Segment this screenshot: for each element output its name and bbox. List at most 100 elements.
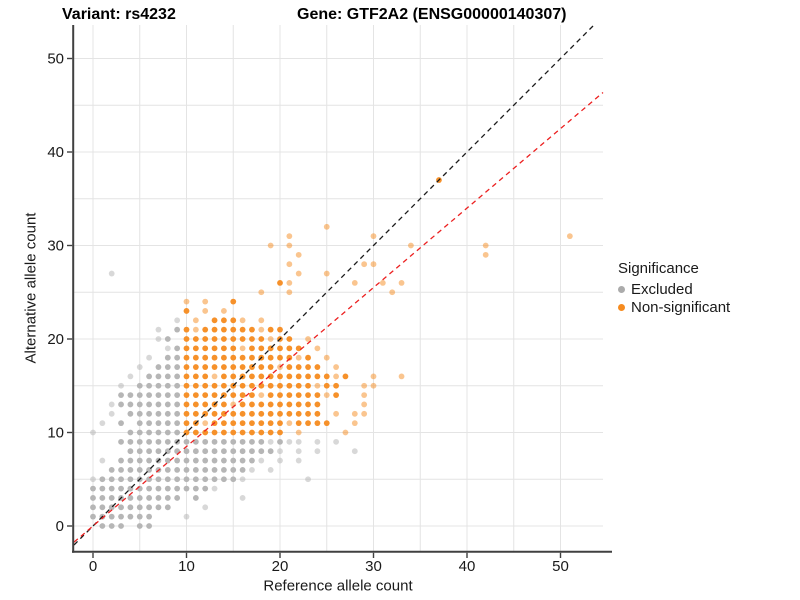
data-point-non-significant <box>239 392 246 398</box>
data-point-excluded <box>333 438 339 445</box>
data-point-excluded <box>295 457 302 464</box>
data-point-excluded <box>118 523 124 529</box>
data-point-non-significant <box>286 382 293 389</box>
data-point-non-significant <box>258 364 265 370</box>
data-point-excluded <box>146 401 153 408</box>
data-point-non-significant <box>295 382 302 389</box>
data-point-excluded <box>108 513 115 520</box>
data-point-excluded <box>295 438 302 445</box>
data-point-non-significant <box>370 261 377 268</box>
data-point-excluded <box>136 401 143 408</box>
data-point-excluded <box>174 467 181 473</box>
data-point-non-significant <box>267 336 274 342</box>
data-point-non-significant <box>192 345 199 352</box>
data-point-non-significant <box>230 345 237 352</box>
data-point-non-significant <box>277 392 283 398</box>
data-point-non-significant <box>323 373 330 380</box>
data-point-non-significant <box>305 354 311 361</box>
data-point-excluded <box>239 495 246 501</box>
data-point-non-significant <box>258 326 265 333</box>
data-point-excluded <box>146 523 153 529</box>
data-point-excluded <box>127 513 134 520</box>
data-point-excluded <box>202 438 209 445</box>
data-point-excluded <box>90 504 96 511</box>
data-point-non-significant <box>295 373 302 380</box>
data-point-non-significant <box>239 410 246 417</box>
data-point-excluded <box>258 457 265 464</box>
data-point-non-significant <box>211 382 218 389</box>
data-point-non-significant <box>267 420 274 427</box>
data-point-non-significant <box>258 401 265 408</box>
data-point-non-significant <box>192 317 199 324</box>
ratio-line <box>73 92 604 543</box>
data-point-excluded <box>164 467 171 473</box>
data-point-excluded <box>221 438 227 445</box>
data-point-non-significant <box>267 354 274 361</box>
data-point-excluded <box>164 336 171 342</box>
data-point-excluded <box>99 485 106 492</box>
data-point-non-significant <box>305 392 311 398</box>
data-point-non-significant <box>323 270 330 277</box>
data-point-non-significant <box>286 289 293 296</box>
data-point-excluded <box>155 410 162 417</box>
data-point-excluded <box>221 476 227 483</box>
data-point-excluded <box>146 420 153 427</box>
data-point-excluded <box>164 382 171 389</box>
data-point-non-significant <box>323 382 330 389</box>
data-point-non-significant <box>258 410 265 417</box>
data-point-excluded <box>155 392 162 398</box>
data-point-non-significant <box>230 298 237 305</box>
data-point-non-significant <box>314 345 321 352</box>
data-point-non-significant <box>239 420 246 427</box>
data-point-non-significant <box>482 242 489 249</box>
x-tick-label: 0 <box>89 558 97 575</box>
data-point-excluded <box>314 438 321 445</box>
data-point-non-significant <box>202 401 209 408</box>
data-point-excluded <box>164 504 171 511</box>
data-point-non-significant <box>314 382 321 389</box>
data-point-non-significant <box>342 429 349 436</box>
data-point-excluded <box>183 448 190 455</box>
data-point-non-significant <box>192 429 199 436</box>
data-point-non-significant <box>211 345 218 352</box>
data-point-non-significant <box>305 410 311 417</box>
data-point-excluded <box>99 420 106 427</box>
data-point-excluded <box>146 438 153 445</box>
data-point-non-significant <box>192 354 199 361</box>
data-point-non-significant <box>361 401 368 408</box>
data-point-non-significant <box>202 326 209 333</box>
data-point-excluded <box>90 429 96 436</box>
data-point-non-significant <box>221 326 227 333</box>
legend-title: Significance <box>618 260 699 277</box>
data-point-non-significant <box>202 364 209 370</box>
data-point-excluded <box>136 382 143 389</box>
data-point-non-significant <box>230 410 237 417</box>
data-point-non-significant <box>258 289 265 296</box>
data-point-non-significant <box>239 429 246 436</box>
y-tick-label: 50 <box>47 51 64 68</box>
data-point-excluded <box>118 401 124 408</box>
data-point-non-significant <box>221 354 227 361</box>
data-point-non-significant <box>230 354 237 361</box>
data-point-non-significant <box>482 251 489 258</box>
data-point-excluded <box>164 438 171 445</box>
data-point-excluded <box>202 467 209 473</box>
data-point-non-significant <box>267 373 274 380</box>
data-point-non-significant <box>239 364 246 370</box>
data-point-non-significant <box>249 373 255 380</box>
data-point-non-significant <box>202 354 209 361</box>
data-point-non-significant <box>398 280 405 286</box>
data-point-excluded <box>183 438 190 445</box>
data-point-excluded <box>164 345 171 352</box>
data-point-excluded <box>90 485 96 492</box>
data-point-non-significant <box>239 326 246 333</box>
data-point-excluded <box>155 401 162 408</box>
data-point-excluded <box>192 485 199 492</box>
data-point-excluded <box>99 504 106 511</box>
data-point-excluded <box>118 438 124 445</box>
data-point-non-significant <box>277 373 283 380</box>
data-point-non-significant <box>249 345 255 352</box>
data-point-excluded <box>127 495 134 501</box>
data-point-excluded <box>192 467 199 473</box>
y-tick-label: 30 <box>47 238 64 255</box>
